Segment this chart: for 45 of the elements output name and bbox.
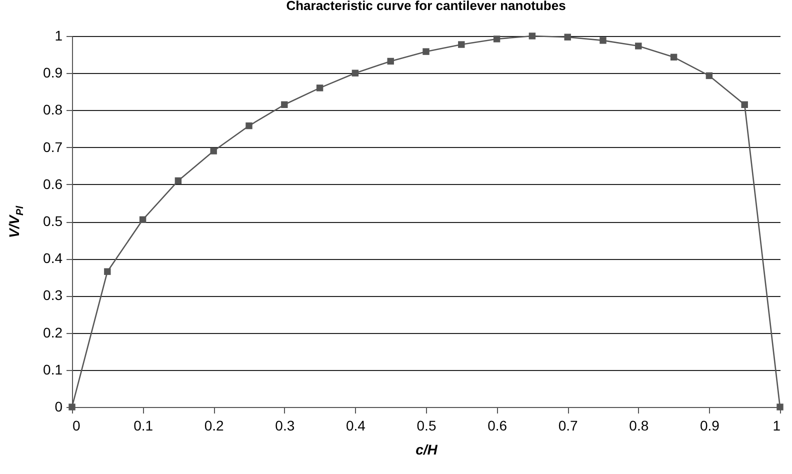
- x-tick-label: 0.1: [134, 418, 154, 434]
- point: [139, 216, 146, 223]
- y-tick-label: 0.3: [43, 287, 63, 304]
- point: [316, 84, 324, 92]
- y-tick-label: 1: [54, 28, 63, 44]
- point: [528, 32, 536, 40]
- point: [68, 404, 76, 410]
- point: [493, 36, 500, 42]
- point: [776, 404, 784, 410]
- point: [706, 72, 713, 80]
- x-axis-title: c/H: [416, 442, 438, 458]
- point: [458, 41, 465, 48]
- point: [741, 101, 748, 108]
- x-tick-label: 0.8: [629, 418, 649, 434]
- point: [352, 70, 359, 76]
- point: [104, 268, 111, 275]
- y-tick-label: 0.5: [43, 213, 63, 229]
- point: [387, 58, 394, 65]
- point: [635, 42, 642, 50]
- y-tick-label: 0.1: [43, 361, 63, 378]
- point: [210, 148, 217, 154]
- x-tick-label: 0: [72, 418, 80, 434]
- y-tick-label: 0.2: [43, 324, 63, 340]
- x-tick-label: 0.2: [204, 418, 224, 434]
- x-tick-label: 0.4: [346, 418, 366, 434]
- point: [564, 34, 571, 40]
- point: [174, 177, 182, 184]
- x-tick-label: 0.6: [488, 418, 508, 434]
- y-tick-label: 0.7: [43, 138, 63, 155]
- x-tick-label: 0.9: [700, 418, 720, 434]
- x-tick-label: 0.5: [416, 418, 436, 434]
- y-tick-label: 0: [54, 398, 63, 414]
- x-tick-label: 1: [772, 418, 781, 434]
- y-tick-label: 0.6: [43, 176, 63, 192]
- chart-title: Characteristic curve for cantilever nanotubes: [286, 0, 566, 13]
- x-tick-label: 0.3: [275, 418, 295, 434]
- y-tick-label: 0.8: [43, 102, 63, 118]
- point: [246, 122, 252, 130]
- point: [281, 101, 288, 108]
- y-tick-label: 0.9: [43, 64, 63, 81]
- point: [670, 54, 678, 60]
- point: [422, 48, 430, 55]
- y-tick-label: 0.4: [43, 250, 63, 266]
- point: [600, 37, 606, 44]
- x-tick-label: 0.7: [558, 418, 578, 434]
